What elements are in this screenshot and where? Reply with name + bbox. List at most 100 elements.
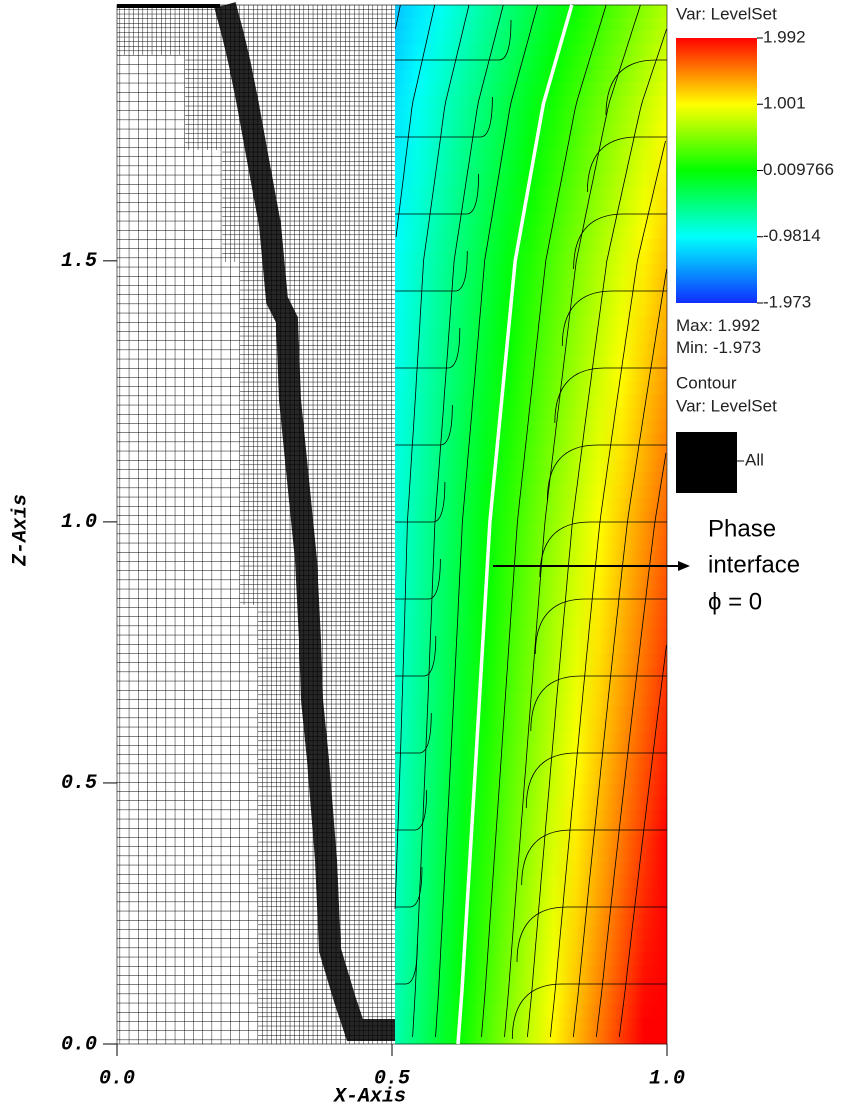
field-strip (395, 1030, 667, 1045)
colorbar-tick-label: 0.009766 (763, 160, 834, 179)
field-strip (395, 913, 667, 928)
mesh (117, 2, 395, 1044)
field-strip (395, 602, 667, 616)
field-strip (395, 186, 667, 201)
field-strip (395, 952, 667, 967)
contour-line (395, 481, 446, 523)
field (395, 4, 667, 1045)
field-strip (395, 355, 667, 369)
field-strip (395, 628, 667, 642)
field-strip (395, 576, 667, 590)
field-strip (395, 744, 667, 759)
y-axis-label: Z-Axis (9, 494, 32, 567)
contour-line (605, 59, 667, 116)
contour-line (395, 558, 441, 600)
max-label: Max: (676, 316, 713, 335)
field-strip (395, 147, 667, 162)
field-strip (395, 667, 667, 681)
field-strip (395, 809, 667, 824)
field-strip (395, 939, 667, 954)
refined-band (214, 2, 395, 1041)
field-strip (395, 446, 667, 460)
colorbar-min: Min: -1.973 (676, 338, 761, 357)
x-tick-label: 1.0 (649, 1067, 685, 1090)
colorbar-tick-label: 1.992 (763, 27, 806, 46)
field-strip (395, 121, 667, 136)
contour-line (395, 4, 401, 30)
field-strip (395, 303, 667, 317)
contour-title: Contour (676, 373, 737, 392)
contour-line (395, 866, 423, 908)
colorbar-tick-label: 1.001 (763, 94, 806, 113)
contour-entry: All (745, 450, 764, 469)
field-strip (395, 874, 667, 889)
contour-line (586, 136, 667, 193)
contour-line (435, 4, 538, 1038)
field-strip (395, 848, 667, 863)
field-strip (395, 394, 667, 408)
colorbar-tick-label: -1.973 (763, 292, 811, 311)
field-strip (395, 835, 667, 850)
max-value: 1.992 (718, 316, 761, 335)
field-strip (395, 589, 667, 603)
field-strip (395, 926, 667, 941)
field-strip (395, 641, 667, 655)
colorbar-title: Var: LevelSet (676, 4, 777, 23)
field-strip (395, 108, 667, 123)
contour-line (395, 327, 461, 369)
x-tick-label: 0.5 (374, 1067, 410, 1090)
field-strip (395, 238, 667, 253)
annotation-arrowhead (678, 561, 690, 571)
field-strip (395, 654, 667, 668)
field-strip (395, 550, 667, 564)
contour-line (554, 367, 667, 424)
field-strip (395, 732, 667, 746)
x-tick-label: 0.0 (99, 1067, 135, 1090)
y-tick-label: 0.0 (61, 1033, 97, 1056)
field-strip (395, 861, 667, 876)
y-tick-label: 1.5 (61, 250, 97, 273)
field-strip (395, 251, 667, 266)
contour-line (511, 983, 667, 1040)
annotation-line: Phase (708, 515, 776, 542)
field-strip (395, 459, 667, 473)
y-tick-label: 0.5 (61, 772, 97, 795)
field-strip (395, 615, 667, 629)
annotation-line: interface (708, 551, 800, 578)
field-strip (395, 407, 667, 421)
contour-line (395, 250, 468, 292)
field-strip (395, 757, 667, 772)
field-strip (395, 199, 667, 214)
contour-line (618, 644, 667, 1038)
field-strip (395, 783, 667, 798)
contour-line (561, 290, 667, 347)
contour-line (530, 675, 667, 732)
field-strip (395, 264, 667, 279)
field-strip (395, 887, 667, 902)
field-strip (395, 706, 667, 720)
contours (394, 4, 668, 1040)
field-strip (395, 420, 667, 434)
field-strip (395, 537, 667, 551)
field-strip (395, 381, 667, 395)
field-strip (395, 56, 667, 71)
contour-line (525, 752, 667, 809)
field-strip (395, 316, 667, 330)
field-strip (395, 342, 667, 356)
contour-line (573, 268, 668, 1038)
field-strip (395, 900, 667, 915)
contour-line (504, 4, 641, 1038)
coarse-mesh (117, 55, 258, 1044)
field-strip (395, 4, 667, 19)
contour-line (395, 173, 479, 215)
contour-line (395, 19, 512, 61)
field-strip (395, 822, 667, 837)
field-strip (395, 965, 667, 980)
contour-line (595, 452, 667, 1038)
colorbar (676, 38, 757, 303)
field-strip (395, 485, 667, 499)
contour-line (412, 4, 504, 1038)
field-strip (395, 433, 667, 447)
contour-line (516, 906, 667, 963)
contour-swatch (676, 432, 737, 493)
